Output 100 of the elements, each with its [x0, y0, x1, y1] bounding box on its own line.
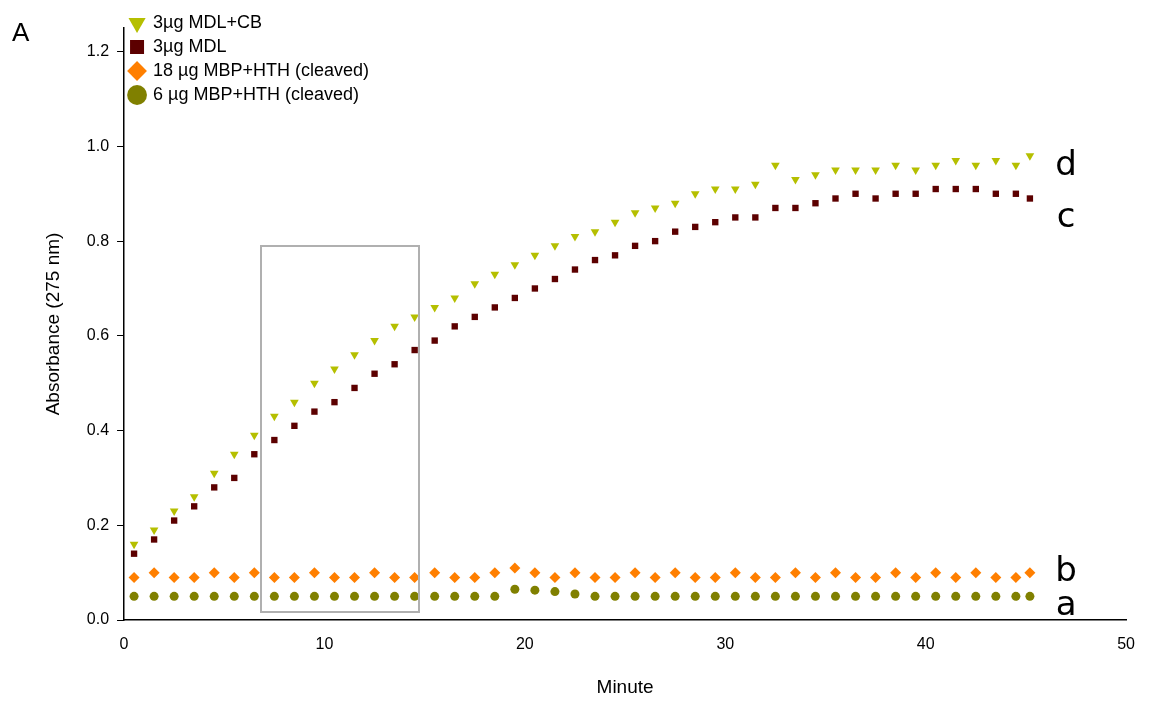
point [148, 567, 160, 579]
point [489, 567, 501, 579]
point [271, 436, 278, 444]
point [671, 228, 679, 235]
point [590, 229, 600, 237]
legend-label: 6 µg MBP+HTH (cleaved) [153, 83, 359, 104]
point [670, 200, 680, 209]
point [851, 167, 860, 176]
point [209, 470, 219, 479]
point [329, 591, 339, 601]
point [791, 177, 800, 185]
point [229, 591, 239, 601]
point [629, 567, 641, 579]
point [290, 399, 299, 408]
point [531, 285, 539, 292]
x-tick-label: 30 [716, 635, 735, 653]
point [830, 567, 841, 579]
point [429, 567, 441, 579]
point [530, 585, 540, 595]
point [809, 571, 821, 583]
point [832, 195, 839, 202]
y-tick-label: 1.0 [86, 136, 110, 154]
point [411, 346, 418, 354]
annotation: d [1055, 142, 1077, 183]
point [891, 591, 901, 601]
y-tick-label: 0.8 [86, 231, 110, 249]
point [369, 567, 381, 579]
point [589, 571, 601, 583]
point [328, 571, 340, 583]
point [590, 591, 600, 601]
point [269, 591, 279, 601]
point [391, 361, 398, 368]
point [450, 591, 460, 601]
point [931, 162, 941, 171]
point [871, 591, 881, 601]
point [991, 158, 1001, 166]
point [169, 591, 179, 601]
point [710, 591, 720, 601]
point [570, 233, 580, 242]
point [831, 591, 840, 601]
point [208, 567, 220, 579]
text: A [12, 17, 30, 48]
x-tick-label: 0 [119, 635, 129, 653]
point [510, 262, 520, 270]
point [891, 162, 900, 171]
legend-label: 3µg MDL+CB [153, 11, 262, 32]
point [931, 591, 941, 601]
point [850, 571, 862, 583]
x-axis-title: Minute [596, 675, 654, 697]
point [971, 591, 981, 601]
point [630, 591, 640, 601]
point [410, 314, 419, 322]
point [831, 167, 840, 176]
point [371, 370, 378, 377]
point [431, 337, 438, 344]
point [789, 567, 801, 579]
y-axis-title: Absorbance (275 nm) [41, 232, 63, 416]
point [510, 584, 520, 594]
point [310, 380, 319, 389]
point [951, 158, 961, 166]
point [249, 432, 259, 441]
point [509, 562, 521, 574]
point [168, 571, 180, 583]
point [449, 571, 461, 583]
point [1025, 153, 1035, 161]
point [490, 591, 500, 601]
point [569, 567, 581, 579]
point [892, 190, 899, 197]
point [349, 571, 361, 583]
point [308, 567, 320, 579]
x-tick-label: 10 [315, 635, 334, 653]
point [870, 571, 882, 583]
point [470, 281, 480, 289]
point [491, 304, 498, 311]
point [650, 205, 660, 213]
point [550, 243, 560, 251]
point [229, 451, 239, 460]
point [790, 591, 800, 601]
point [990, 571, 1002, 583]
point [709, 571, 721, 583]
point [1025, 591, 1035, 601]
legend-label: 18 µg MBP+HTH (cleaved) [153, 59, 369, 80]
point [1011, 162, 1021, 171]
point [270, 413, 279, 422]
point [751, 181, 760, 190]
point [291, 422, 298, 430]
point [812, 200, 819, 207]
point [911, 167, 920, 176]
point [649, 571, 661, 583]
point [769, 571, 781, 583]
point [430, 591, 440, 601]
legend-label: 3µg MDL [153, 35, 227, 56]
point [690, 191, 700, 199]
point [670, 591, 680, 601]
point [550, 587, 560, 597]
point [730, 591, 740, 601]
point [669, 567, 681, 579]
annotation: c [1056, 195, 1076, 236]
point [549, 571, 561, 583]
point [390, 591, 400, 601]
